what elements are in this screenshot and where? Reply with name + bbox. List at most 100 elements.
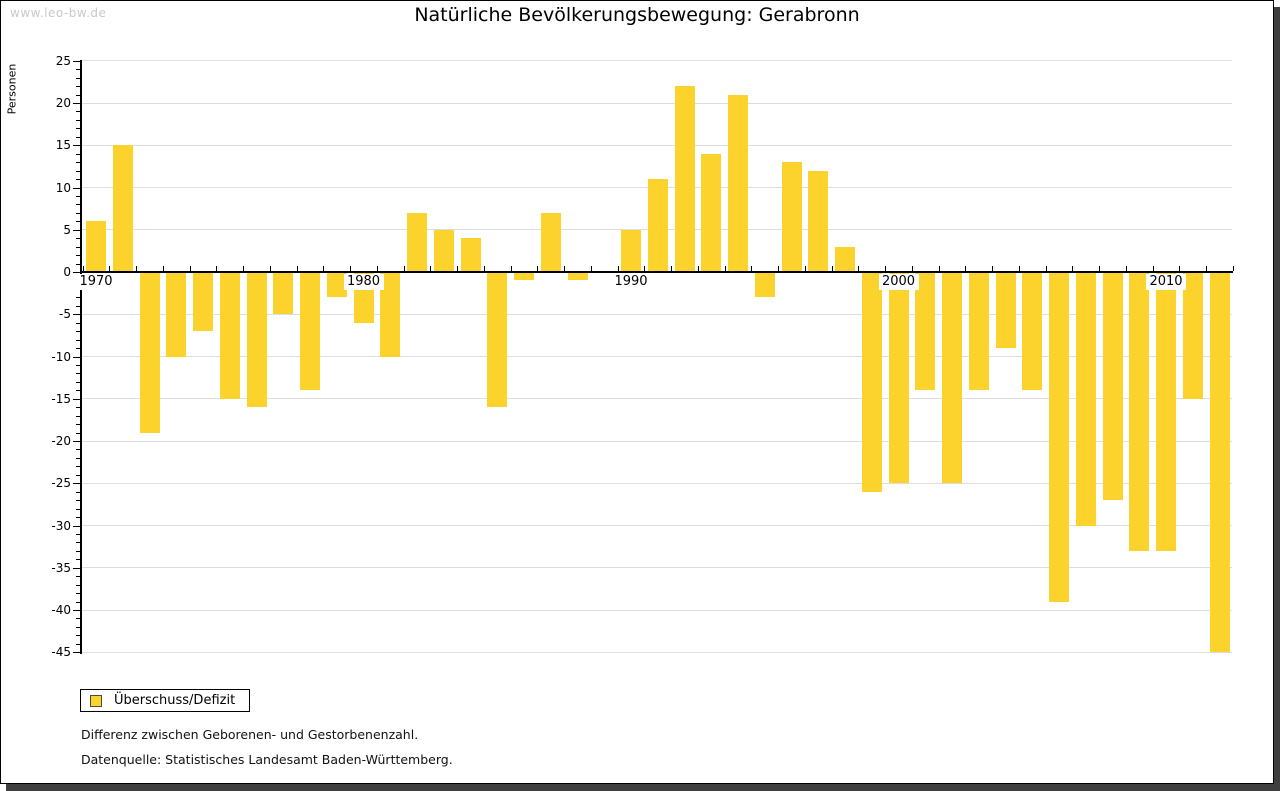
x-axis-tick	[323, 266, 324, 271]
y-minor-tick	[76, 212, 80, 214]
y-minor-tick	[76, 449, 80, 451]
footer-source: Datenquelle: Statistisches Landesamt Bad…	[81, 752, 453, 767]
y-minor-tick	[76, 77, 80, 79]
y-minor-tick	[76, 407, 80, 409]
y-axis-tick-label: 25	[55, 53, 71, 68]
y-major-tick	[73, 652, 80, 654]
x-axis-tick	[377, 266, 378, 271]
y-minor-tick	[76, 331, 80, 333]
x-axis-tick	[992, 266, 993, 271]
x-axis-tick	[83, 266, 84, 271]
y-minor-tick	[76, 635, 80, 637]
y-minor-tick	[76, 390, 80, 392]
y-axis-tick-label: -35	[51, 560, 71, 575]
y-minor-tick	[76, 348, 80, 350]
gridline	[81, 567, 1232, 569]
y-minor-tick	[76, 195, 80, 197]
x-axis-tick	[297, 266, 298, 271]
bar-1993	[701, 153, 722, 272]
y-axis-tick-label: -30	[51, 518, 71, 533]
x-axis-tick	[1206, 266, 1207, 271]
gridline	[81, 313, 1232, 315]
y-minor-tick	[76, 508, 80, 510]
y-minor-tick	[76, 491, 80, 493]
x-axis-tick	[511, 266, 512, 271]
bar-1982	[407, 212, 427, 272]
y-major-tick	[73, 229, 80, 231]
x-axis-year-label: 1990	[611, 274, 651, 290]
legend-swatch-icon	[90, 695, 102, 707]
y-major-tick	[73, 567, 80, 569]
y-minor-tick	[76, 94, 80, 96]
x-axis-tick	[939, 266, 940, 271]
x-axis-year-label: 2010	[1146, 274, 1186, 290]
bar-2003	[968, 272, 989, 391]
y-minor-tick	[76, 517, 80, 519]
bar-2000	[888, 272, 909, 484]
x-axis-tick	[136, 266, 137, 271]
x-axis-tick	[1019, 266, 1020, 271]
gridline	[81, 398, 1232, 400]
x-axis-tick	[1126, 266, 1127, 271]
bar-2010	[1156, 272, 1176, 551]
x-axis-tick	[1099, 266, 1100, 271]
gridline	[81, 651, 1232, 653]
y-minor-tick	[76, 170, 80, 172]
y-minor-tick	[76, 626, 80, 628]
x-axis-tick	[858, 266, 859, 271]
y-axis-tick-label: -25	[51, 476, 71, 491]
x-axis-tick	[618, 266, 619, 271]
gridline	[81, 482, 1232, 484]
y-axis-tick-label: 5	[63, 222, 71, 237]
bar-1977	[273, 272, 294, 315]
y-minor-tick	[76, 136, 80, 138]
y-major-tick	[73, 60, 80, 62]
y-minor-tick	[76, 474, 80, 476]
x-axis-tick	[537, 266, 538, 271]
y-axis-tick-label: -15	[51, 391, 71, 406]
y-minor-tick	[76, 584, 80, 586]
y-axis-tick-label: 20	[55, 96, 71, 110]
x-axis-tick	[163, 266, 164, 271]
x-axis-tick	[1046, 266, 1047, 271]
y-axis-tick-label: -5	[59, 307, 71, 322]
y-major-tick	[73, 103, 80, 104]
y-axis-tick-label: 15	[55, 138, 71, 153]
bar-1971	[112, 145, 133, 272]
bar-1979	[326, 272, 347, 298]
gridline	[81, 102, 1232, 104]
y-major-tick	[73, 356, 80, 358]
y-minor-tick	[76, 128, 80, 130]
y-minor-tick	[76, 373, 80, 375]
x-axis-tick	[430, 266, 431, 271]
y-axis-tick-label: -40	[51, 603, 71, 617]
bar-1978	[300, 272, 320, 391]
bar-1983	[433, 229, 454, 272]
y-minor-tick	[76, 364, 80, 366]
bar-1970	[86, 221, 106, 272]
x-axis-tick	[1179, 266, 1180, 271]
y-major-tick	[73, 398, 80, 400]
y-major-tick	[73, 145, 80, 147]
y-minor-tick	[76, 381, 80, 383]
y-axis-tick-label: 0	[63, 265, 71, 279]
y-minor-tick	[76, 339, 80, 341]
bar-1997	[808, 170, 829, 272]
y-minor-tick	[76, 593, 80, 595]
x-axis-tick	[1153, 266, 1154, 271]
y-minor-tick	[76, 69, 80, 71]
legend-label: Überschuss/Defizit	[114, 693, 236, 708]
y-major-tick	[73, 314, 80, 316]
x-axis-tick	[912, 266, 913, 271]
x-axis-tick	[350, 266, 351, 271]
x-axis-year-label: 1970	[76, 274, 116, 290]
bar-2011	[1182, 272, 1203, 399]
chart-title: Natürliche Bevölkerungsbewegung: Gerabro…	[414, 4, 860, 26]
x-axis-tick	[885, 266, 886, 271]
x-axis-tick	[591, 266, 592, 271]
y-minor-tick	[76, 246, 80, 248]
bar-2008	[1102, 272, 1123, 501]
x-axis-year-label: 1980	[343, 274, 384, 290]
y-minor-tick	[76, 305, 80, 307]
